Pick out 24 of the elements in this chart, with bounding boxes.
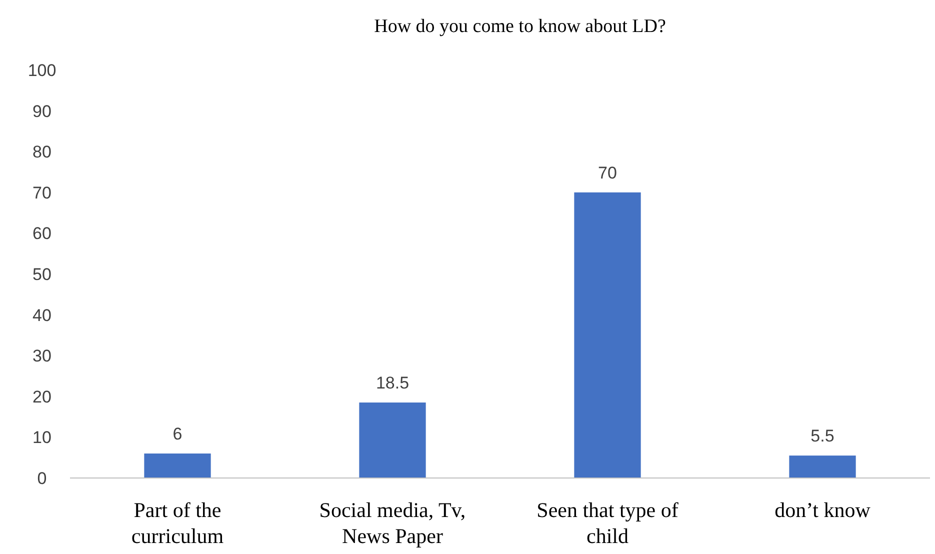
data-label: 6 — [172, 424, 182, 444]
bar — [144, 454, 211, 478]
y-tick-label: 40 — [32, 306, 52, 325]
y-tick-label: 70 — [32, 183, 52, 202]
y-tick-label: 20 — [32, 387, 52, 406]
bar — [574, 192, 641, 478]
data-label: 18.5 — [376, 374, 410, 393]
chart-title: How do you come to know about LD? — [374, 16, 666, 37]
y-tick-label: 10 — [32, 428, 52, 448]
y-tick-label: 0 — [37, 468, 47, 488]
bar — [789, 456, 856, 478]
y-tick-label: 30 — [32, 346, 52, 366]
x-tick-label: Part of the curriculum — [131, 498, 224, 548]
y-tick-label: 50 — [32, 264, 52, 284]
y-tick-label: 100 — [28, 60, 56, 80]
x-tick-label: Seen that type of child — [536, 498, 678, 548]
x-tick-label: Social media, Tv, News Paper — [319, 498, 466, 548]
y-tick-label: 60 — [32, 224, 52, 244]
data-label: 70 — [598, 163, 617, 182]
y-tick-label: 90 — [32, 102, 52, 121]
x-tick-label: don’t know — [774, 498, 872, 522]
bar — [359, 402, 426, 478]
y-tick-label: 80 — [32, 142, 52, 162]
data-label: 5.5 — [810, 426, 834, 446]
